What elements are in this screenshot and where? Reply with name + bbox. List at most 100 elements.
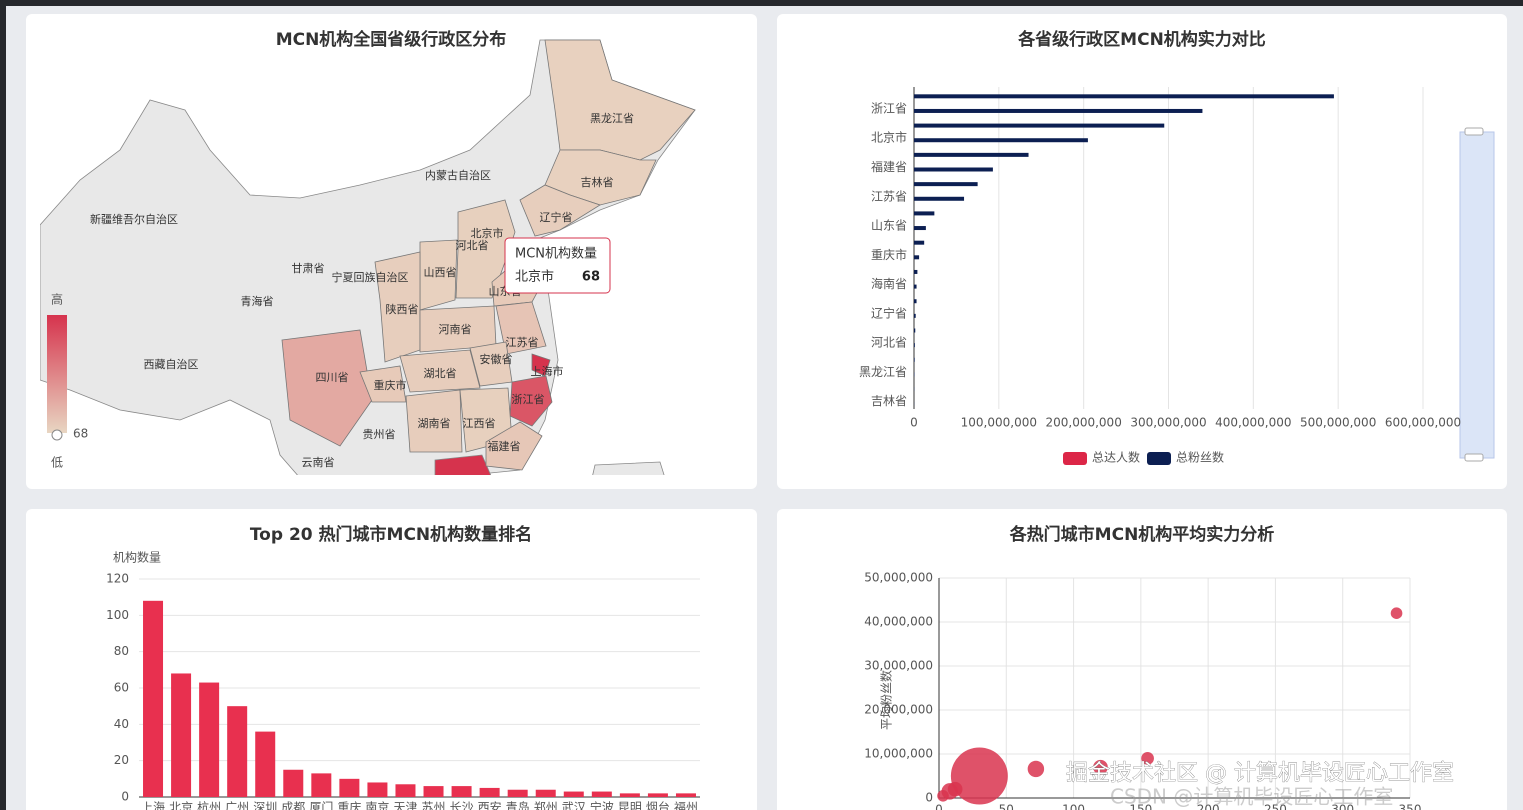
y-tick-label: 河北省 (871, 336, 907, 350)
y-tick-label: 北京市 (871, 130, 907, 145)
x-tick-label: 400,000,000 (1215, 416, 1291, 430)
legend-swatch (1063, 452, 1087, 465)
x-tick-label: 烟台 (646, 800, 670, 810)
region-label: 浙江省 (512, 393, 545, 406)
region (281, 329, 373, 447)
y-tick-label: 0 (925, 791, 933, 805)
bar (914, 211, 935, 216)
zoom-handle[interactable] (1464, 453, 1484, 462)
bar (914, 123, 1165, 128)
x-tick-label: 青岛 (506, 800, 530, 810)
bar (395, 784, 416, 797)
x-tick-label: 福州 (674, 800, 698, 810)
x-tick-label: 武汉 (562, 801, 586, 810)
bar (255, 731, 276, 797)
region-label: 宁夏回族自治区 (332, 270, 409, 284)
left-bar (0, 0, 6, 810)
y-tick-label: 福建省 (871, 159, 907, 174)
bar (914, 284, 917, 289)
bar (591, 791, 612, 797)
map: 黑龙江省吉林省辽宁省内蒙古自治区新疆维吾尔自治区北京市河北省甘肃省宁夏回族自治区… (40, 39, 696, 475)
watermark: CSDN @计算机毕设匠心工作室 (1110, 785, 1393, 809)
bar (451, 786, 472, 797)
y-tick-label: 40,000,000 (864, 615, 933, 629)
region-label: 江西省 (463, 417, 496, 430)
region-label: 黑龙江省 (590, 112, 634, 125)
x-tick-label: 西安 (478, 800, 502, 810)
x-tick-label: 杭州 (197, 800, 221, 810)
bar (563, 791, 584, 797)
x-tick-label: 100,000,000 (961, 416, 1037, 430)
bar (914, 328, 916, 333)
legend-label: 总粉丝数 (1176, 450, 1224, 465)
x-tick-label: 500,000,000 (1300, 416, 1376, 430)
bar (914, 196, 965, 201)
region (405, 389, 463, 453)
y-tick-label: 10,000,000 (864, 747, 933, 761)
tooltip-title: MCN机构数量 (515, 247, 597, 262)
y-tick-label: 吉林省 (871, 394, 907, 408)
bubble (1141, 752, 1154, 765)
region-label: 上海市 (531, 364, 564, 378)
y-tick-label: 120 (106, 572, 129, 586)
legend-label: 总达人数 (1092, 450, 1140, 465)
region-label: 山西省 (424, 266, 457, 279)
y-tick-label: 60 (114, 681, 129, 695)
bar (507, 789, 528, 797)
region (509, 375, 553, 427)
x-tick-label: 北京 (169, 801, 193, 810)
bar (311, 773, 332, 797)
top-bar (0, 0, 1523, 6)
bar (227, 706, 248, 797)
x-tick-label: 广州 (225, 801, 249, 810)
region-label: 贵州省 (363, 428, 396, 441)
region (519, 184, 601, 237)
zoom-handle[interactable] (1464, 127, 1484, 136)
region-label: 内蒙古自治区 (425, 168, 491, 182)
bar (914, 226, 926, 231)
x-tick-label: 0 (910, 416, 918, 430)
chart-title: 各省级行政区MCN机构实力对比 (1017, 29, 1266, 50)
region-label: 湖南省 (418, 417, 451, 430)
region-label: 陕西省 (386, 302, 419, 316)
region-label: 河北省 (456, 239, 489, 252)
region-label: 甘肃省 (292, 262, 325, 275)
chart-title: MCN机构全国省级行政区分布 (276, 29, 507, 50)
bar (479, 787, 500, 797)
bar (647, 793, 668, 797)
y-axis-title: 机构数量 (113, 550, 161, 565)
x-tick-label: 苏州 (422, 801, 446, 810)
visual-map-value: 68 (73, 427, 88, 441)
watermark: 掘金技术社区 @ 计算机毕设匠心工作室 (1066, 761, 1454, 786)
panel (777, 14, 1507, 489)
x-tick-label: 300,000,000 (1130, 416, 1206, 430)
y-tick-label: 50,000,000 (864, 571, 933, 585)
bar (914, 138, 1088, 143)
region-label: 云南省 (302, 456, 335, 469)
bar (423, 786, 444, 797)
chart-title: 各热门城市MCN机构平均实力分析 (1009, 524, 1275, 545)
zoom-slider[interactable] (1459, 131, 1495, 459)
visual-map-high: 高 (51, 292, 63, 307)
bar (619, 793, 640, 797)
region-label: 四川省 (316, 371, 349, 384)
tooltip (504, 237, 611, 294)
x-tick-label: 南京 (365, 800, 389, 810)
y-tick-label: 80 (114, 644, 129, 658)
region-label: 河南省 (439, 323, 472, 336)
region (359, 365, 407, 403)
region-label: 湖北省 (424, 367, 457, 380)
x-tick-label: 350 (1399, 803, 1422, 810)
land (592, 461, 665, 475)
bubble (950, 747, 1008, 805)
bar (914, 343, 915, 348)
y-tick-label: 浙江省 (871, 101, 907, 115)
panel (777, 509, 1507, 810)
bar (535, 789, 556, 797)
bar (367, 782, 388, 797)
x-tick-label: 天津 (393, 801, 417, 810)
region (485, 421, 543, 471)
x-tick-label: 郑州 (534, 800, 558, 810)
x-tick-label: 成都 (281, 801, 305, 810)
